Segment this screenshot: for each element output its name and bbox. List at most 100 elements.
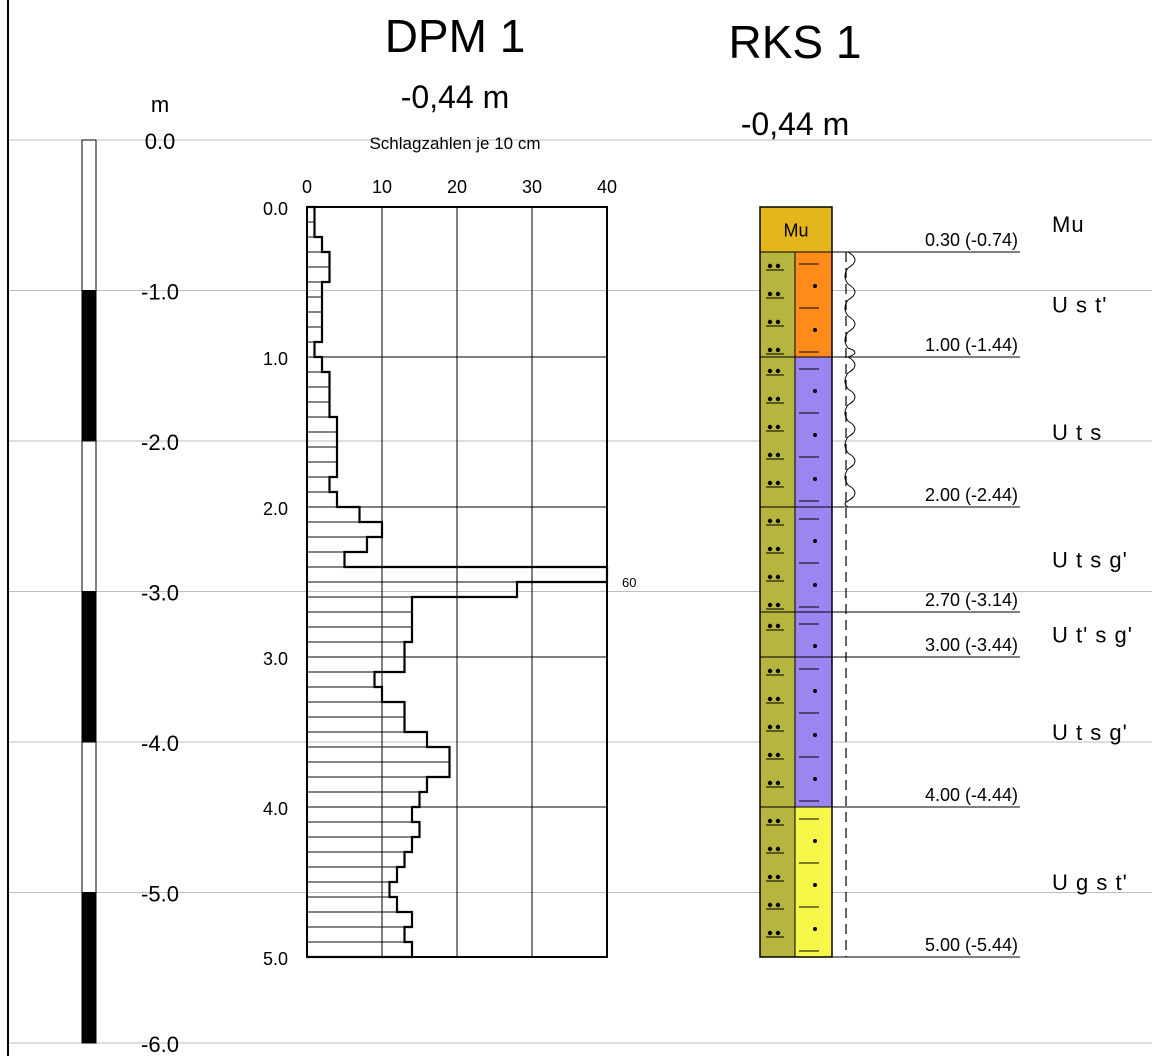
dpm-bar (306, 296, 323, 313)
rks-layer-right (794, 656, 833, 808)
dpm-bar (306, 941, 413, 958)
rks-layer-code: Mu (1052, 212, 1085, 237)
rks-layer-code: U t' s g' (1052, 623, 1133, 648)
silt-dot (767, 424, 773, 430)
right-dot (813, 733, 817, 737)
silt-dot (767, 846, 773, 852)
scale-label: 0.0 (145, 129, 176, 154)
right-dot (813, 644, 817, 648)
rks-layer-code: U s t' (1052, 293, 1107, 318)
rks-title: RKS 1 (729, 16, 862, 68)
dpm-overflow-label: 60 (622, 575, 636, 590)
rks-layer-right (794, 356, 833, 508)
dpm-caption: Schlagzahlen je 10 cm (369, 134, 540, 153)
dpm-depth-label: 3.0 (263, 649, 288, 669)
dpm-bar (306, 221, 315, 238)
right-dot (813, 883, 817, 887)
rks-frame (759, 206, 833, 958)
scale-segment (81, 741, 97, 893)
silt-dot (775, 424, 781, 430)
silt-dot (767, 623, 773, 629)
silt-dot (775, 902, 781, 908)
dpm-bar (306, 401, 330, 418)
dpm-bar (306, 416, 338, 433)
dpm-profile-line (307, 205, 609, 959)
dpm-bar (306, 341, 315, 358)
dpm-elevation: -0,44 m (401, 79, 509, 115)
silt-dot (775, 874, 781, 880)
silt-dot (767, 452, 773, 458)
silt-dot (767, 724, 773, 730)
silt-dot (767, 368, 773, 374)
silt-dot (775, 291, 781, 297)
dpm-bar (306, 371, 330, 388)
silt-dot (767, 574, 773, 580)
dpm-bar (306, 761, 450, 778)
scale-segment (81, 892, 97, 1044)
dpm-bar (306, 671, 375, 688)
silt-dot (767, 291, 773, 297)
silt-dot (775, 368, 781, 374)
silt-dot (775, 846, 781, 852)
silt-dot (775, 780, 781, 786)
dpm-x-tick: 40 (597, 177, 617, 197)
scale-segment (81, 139, 97, 291)
dpm-depth-label: 4.0 (263, 799, 288, 819)
dpm-bar (306, 686, 383, 703)
dpm-bar (306, 206, 315, 223)
silt-dot (767, 396, 773, 402)
dpm-x-tick: 0 (302, 177, 312, 197)
depth-scale-bar (81, 139, 97, 1044)
dpm-bar (306, 281, 323, 298)
scale-segment (81, 591, 97, 743)
dpm-bar (306, 551, 345, 568)
rks-layer-code: U t s g' (1052, 548, 1128, 573)
right-dot (813, 689, 817, 693)
right-dot (813, 927, 817, 931)
dpm-x-tick: 30 (522, 177, 542, 197)
silt-dot (767, 319, 773, 325)
dpm-bar (306, 641, 405, 658)
right-dot (813, 777, 817, 781)
dpm-x-tick: 10 (372, 177, 392, 197)
silt-dot (775, 752, 781, 758)
dpm-title: DPM 1 (385, 10, 526, 62)
silt-dot (775, 574, 781, 580)
rks-layer-right (794, 506, 833, 613)
dpm-bar (306, 491, 338, 508)
dpm-depth-label: 0.0 (263, 199, 288, 219)
silt-dot (775, 452, 781, 458)
rks-depth-label: 0.30 (-0.74) (925, 230, 1018, 250)
dpm-bar (306, 911, 413, 928)
silt-dot (767, 930, 773, 936)
silt-dot (775, 347, 781, 353)
dpm-x-tick: 20 (447, 177, 467, 197)
right-dot (813, 839, 817, 843)
silt-dot (775, 623, 781, 629)
dpm-bar (306, 836, 413, 853)
dpm-bar (306, 866, 398, 883)
silt-dot (775, 263, 781, 269)
right-dot (813, 389, 817, 393)
dpm-bar (306, 716, 405, 733)
dpm-bar (306, 806, 413, 823)
rks-depth-label: 1.00 (-1.44) (925, 335, 1018, 355)
scale-label: -1.0 (141, 280, 179, 305)
rks-elevation: -0,44 m (741, 106, 849, 142)
silt-dot (775, 518, 781, 524)
dpm-depth-label: 1.0 (263, 349, 288, 369)
silt-dot (775, 930, 781, 936)
dpm-bar (306, 626, 413, 643)
dpm-bar (306, 446, 338, 463)
dpm-bar (306, 611, 413, 628)
rks-depth-label: 4.00 (-4.44) (925, 785, 1018, 805)
silt-dot (775, 818, 781, 824)
silt-dot (775, 319, 781, 325)
dpm-bar (306, 881, 390, 898)
silt-dot (775, 696, 781, 702)
dpm-bar (306, 926, 405, 943)
dpm-bar (306, 356, 323, 373)
rks-layer-right (794, 251, 833, 358)
depth-scale-labels: 0.0 -1.0 -2.0 -3.0 -4.0 -5.0 -6.0 (141, 129, 179, 1056)
rks-depth-label: 2.00 (-2.44) (925, 485, 1018, 505)
